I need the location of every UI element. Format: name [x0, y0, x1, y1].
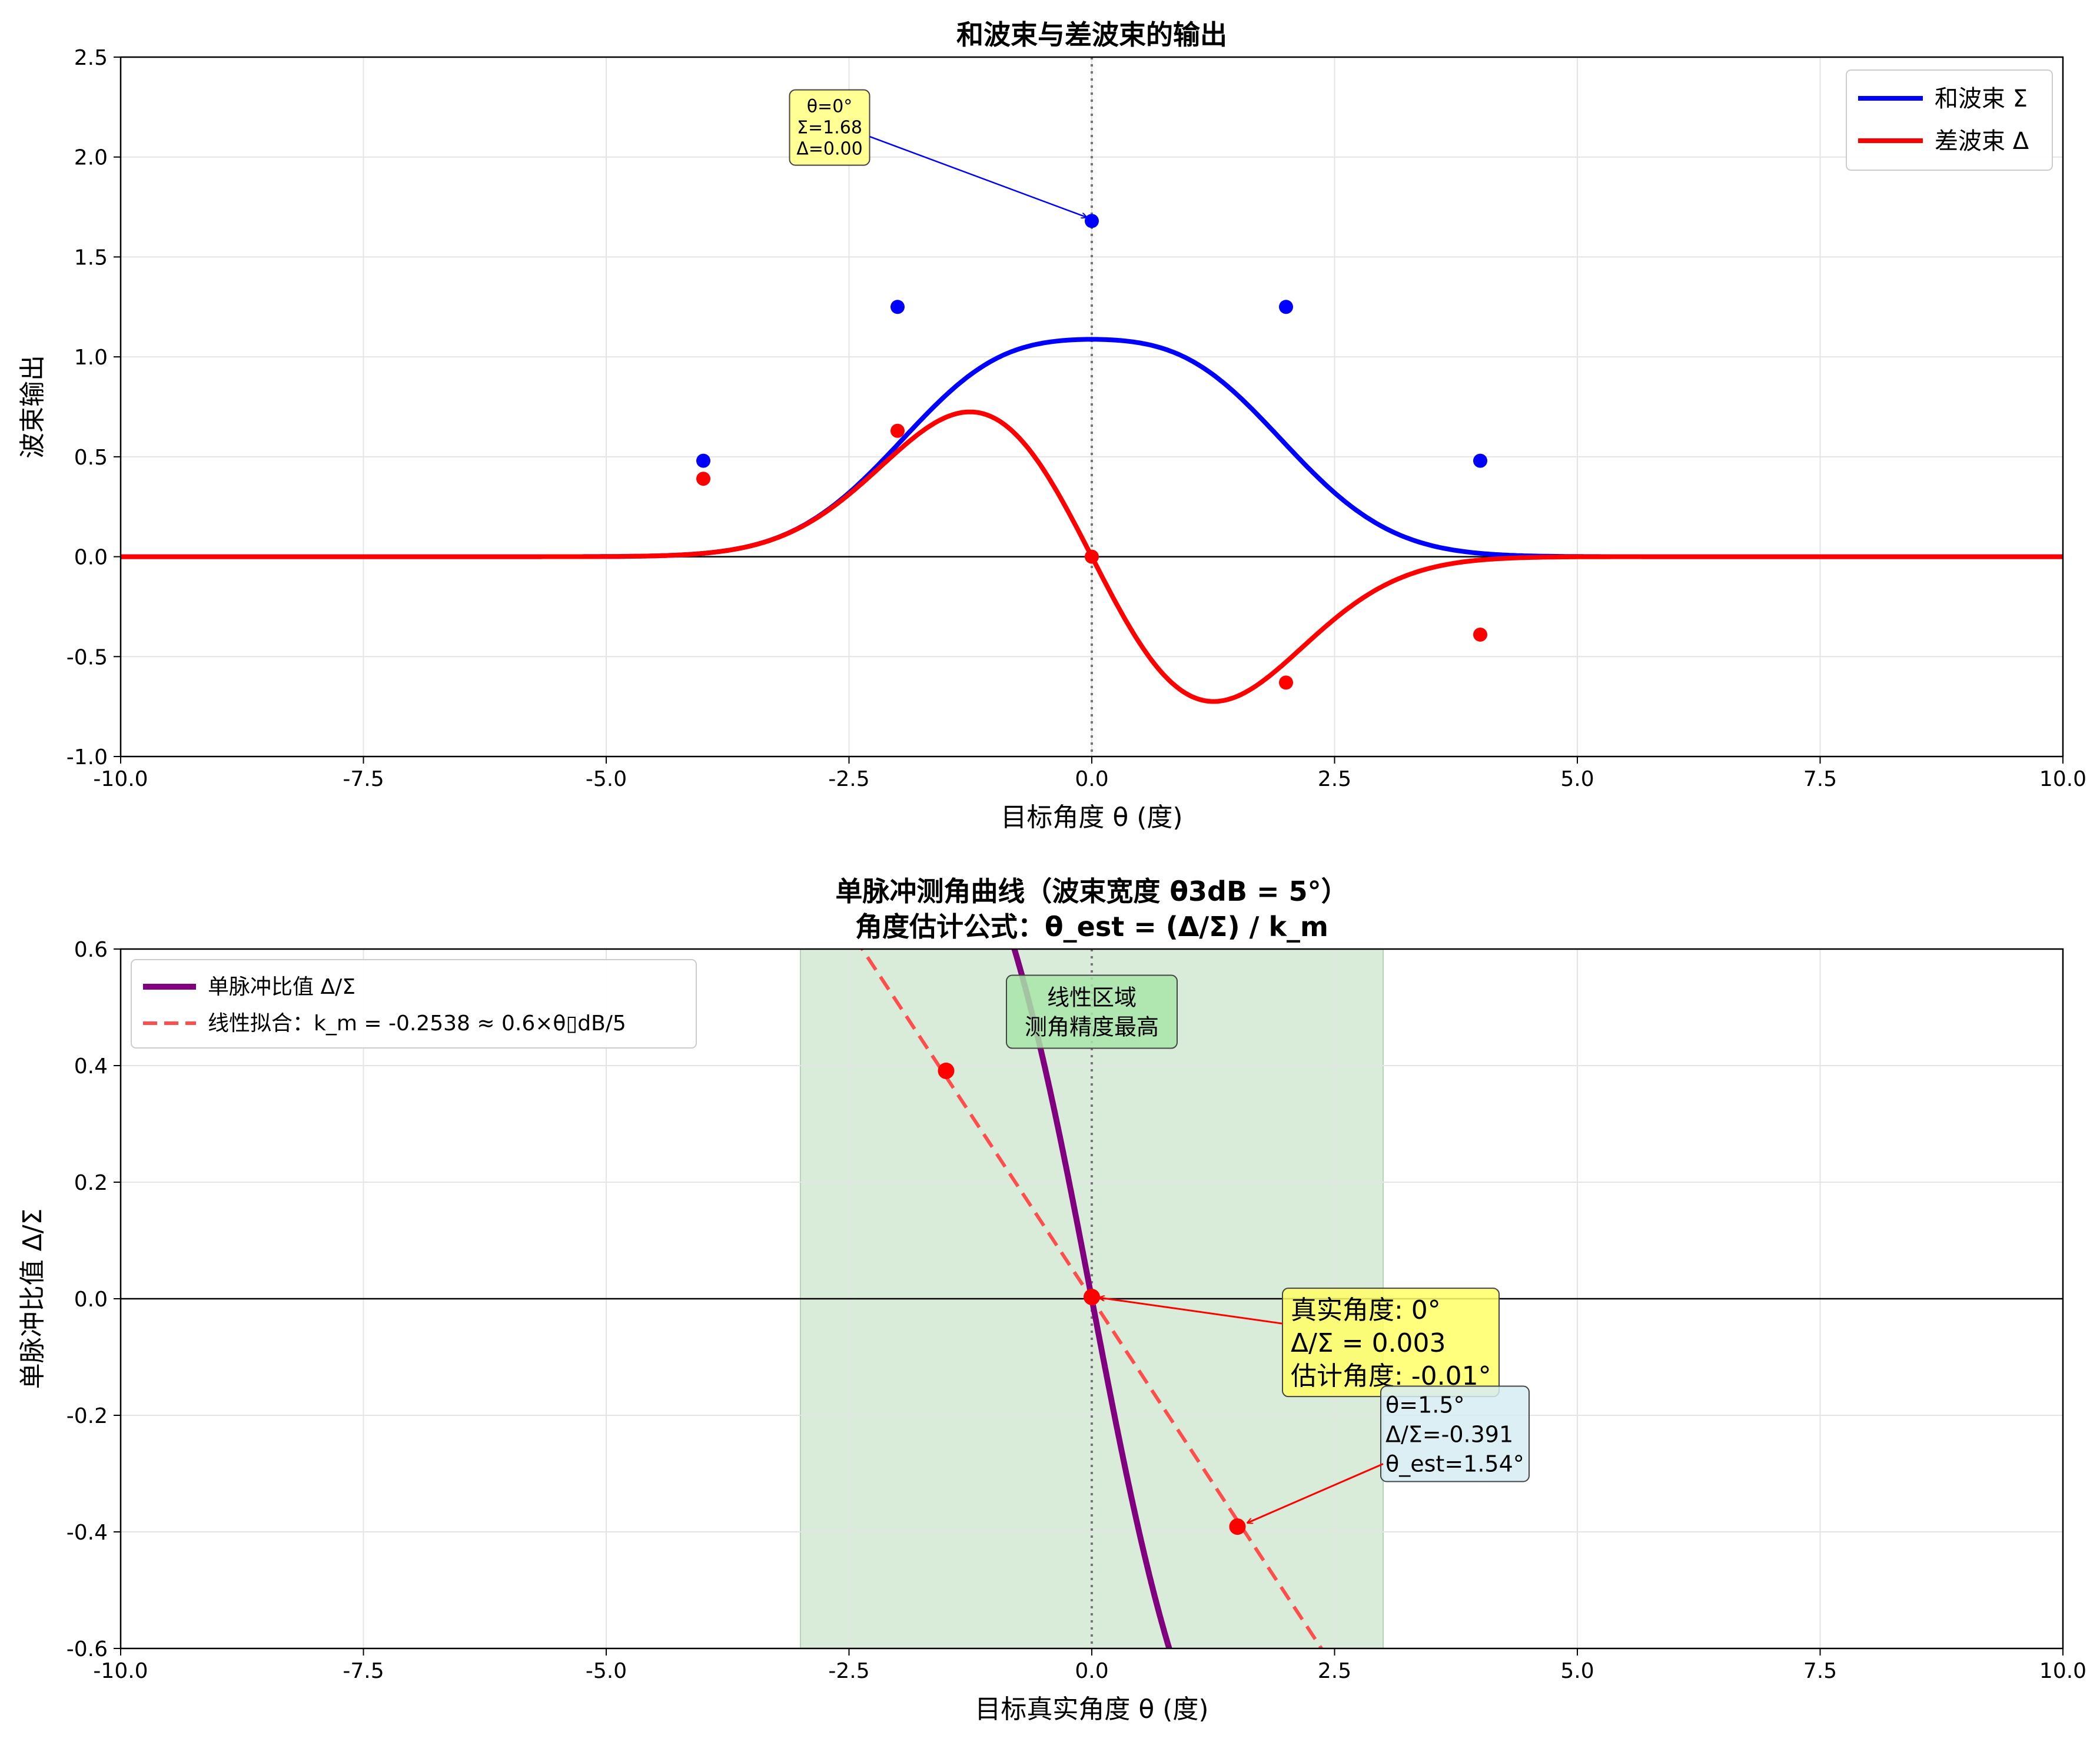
- x-tick-label: -5.0: [586, 1659, 627, 1683]
- ratio-point-marker: [938, 1062, 955, 1079]
- axes-1: -10.0 -7.5 -5.0 -2.5 0.0 2.5 5.0 7.5 10.0 -1.0 -0.…: [18, 19, 2086, 832]
- x-tick-label: 7.5: [1803, 767, 1837, 791]
- annotation-box: [1006, 974, 1178, 1049]
- annotation-text: Δ/Σ=-0.391: [1385, 1422, 1513, 1448]
- axes-frame: [119, 948, 2064, 1650]
- annotation-text: Σ=1.68: [797, 118, 862, 138]
- series-marker-sum: [890, 300, 905, 314]
- annotation-text: 真实角度: 0°: [1291, 1295, 1441, 1325]
- y-axis-label: 单脉冲比值 Δ/Σ: [18, 1209, 48, 1389]
- x-tick-label: -10.0: [93, 1659, 148, 1683]
- y-tick-label: 0.5: [74, 446, 108, 470]
- y-axis-label: 波束输出: [18, 355, 48, 459]
- x-tick-label: 5.0: [1560, 1659, 1594, 1683]
- x-tick-label: 0.0: [1075, 767, 1108, 791]
- legend-label: 单脉冲比值 Δ/Σ: [208, 975, 355, 999]
- series-marker-sum: [1473, 453, 1487, 468]
- annotation-text: Δ/Σ = 0.003: [1291, 1328, 1446, 1358]
- y-tick-label: -0.5: [67, 645, 108, 669]
- series-marker-diff: [696, 472, 710, 486]
- annotation-text: 线性区域: [1047, 985, 1137, 1011]
- annotation-text: 测角精度最高: [1025, 1014, 1159, 1040]
- axes-frame: [119, 56, 2064, 758]
- x-tick-label: 10.0: [2039, 767, 2086, 791]
- annotation-arrow: [1099, 1298, 1283, 1325]
- x-tick-label: 0.0: [1075, 1659, 1108, 1683]
- annotation-arrow: [869, 135, 1088, 217]
- y-tick-label: 0.2: [74, 1171, 108, 1195]
- series-marker-diff: [1279, 675, 1293, 690]
- x-tick-label: 5.0: [1560, 767, 1594, 791]
- y-tick-label: -0.6: [67, 1637, 108, 1661]
- annotation-text: θ=0°: [807, 97, 853, 117]
- x-axis-label: 目标真实角度 θ (度): [975, 1694, 1208, 1724]
- y-tick-label: 1.0: [74, 346, 108, 370]
- x-tick-label: -5.0: [586, 767, 627, 791]
- annotation-arrow: [1247, 1463, 1384, 1524]
- y-tick-label: 0.6: [74, 938, 108, 962]
- legend-label: 和波束 Σ: [1935, 85, 2028, 112]
- annotation-text: θ=1.5°: [1385, 1392, 1465, 1418]
- x-tick-label: -10.0: [93, 767, 148, 791]
- axes-2: -10.0 -7.5 -5.0 -2.5 0.0 2.5 5.0 7.5 10.0 -0.6 -0.…: [18, 875, 2086, 1724]
- y-tick-label: 0.0: [74, 546, 108, 570]
- annotation-text: Δ=0.00: [796, 139, 862, 160]
- series-marker-sum: [1085, 214, 1099, 228]
- ratio-point-marker: [1229, 1518, 1246, 1535]
- series-marker-sum: [696, 453, 710, 468]
- ratio-point-marker: [1084, 1289, 1100, 1306]
- y-tick-label: 2.0: [74, 146, 108, 170]
- chart-title: 和波束与差波束的输出: [956, 19, 1227, 51]
- annotation-box: [789, 89, 870, 166]
- chart-title: 角度估计公式：θ_est = (Δ/Σ) / k_m: [855, 911, 1328, 943]
- legend-label: 差波束 Δ: [1935, 128, 2029, 155]
- y-tick-label: 0.0: [74, 1288, 108, 1312]
- x-tick-label: -2.5: [828, 767, 869, 791]
- y-tick-label: 1.5: [74, 246, 108, 270]
- series-marker-diff: [890, 423, 905, 438]
- chart-title: 单脉冲测角曲线（波束宽度 θ3dB = 5°）: [835, 875, 1348, 907]
- x-tick-label: 10.0: [2039, 1659, 2086, 1683]
- series-marker-diff: [1473, 627, 1487, 642]
- y-tick-label: -1.0: [67, 745, 108, 769]
- series-marker-diff: [1085, 549, 1099, 564]
- x-tick-label: 7.5: [1803, 1659, 1837, 1683]
- legend-box: [131, 959, 697, 1049]
- x-tick-label: 2.5: [1318, 767, 1351, 791]
- y-tick-label: 2.5: [74, 46, 108, 70]
- y-tick-label: -0.2: [67, 1404, 108, 1428]
- legend-label: 线性拟合：k_m = -0.2538 ≈ 0.6×θ▯dB/5: [208, 1011, 626, 1036]
- annotation-text: θ_est=1.54°: [1385, 1451, 1524, 1477]
- legend-box: [1846, 69, 2053, 171]
- x-tick-label: -7.5: [343, 1659, 384, 1683]
- x-tick-label: -2.5: [828, 1659, 869, 1683]
- annotation-box: [1380, 1385, 1530, 1482]
- y-tick-label: -0.4: [67, 1521, 108, 1545]
- x-tick-label: -7.5: [343, 767, 384, 791]
- series-marker-sum: [1279, 300, 1293, 314]
- x-tick-label: 2.5: [1318, 1659, 1351, 1683]
- x-axis-label: 目标角度 θ (度): [1001, 802, 1182, 832]
- y-tick-label: 0.4: [74, 1054, 108, 1079]
